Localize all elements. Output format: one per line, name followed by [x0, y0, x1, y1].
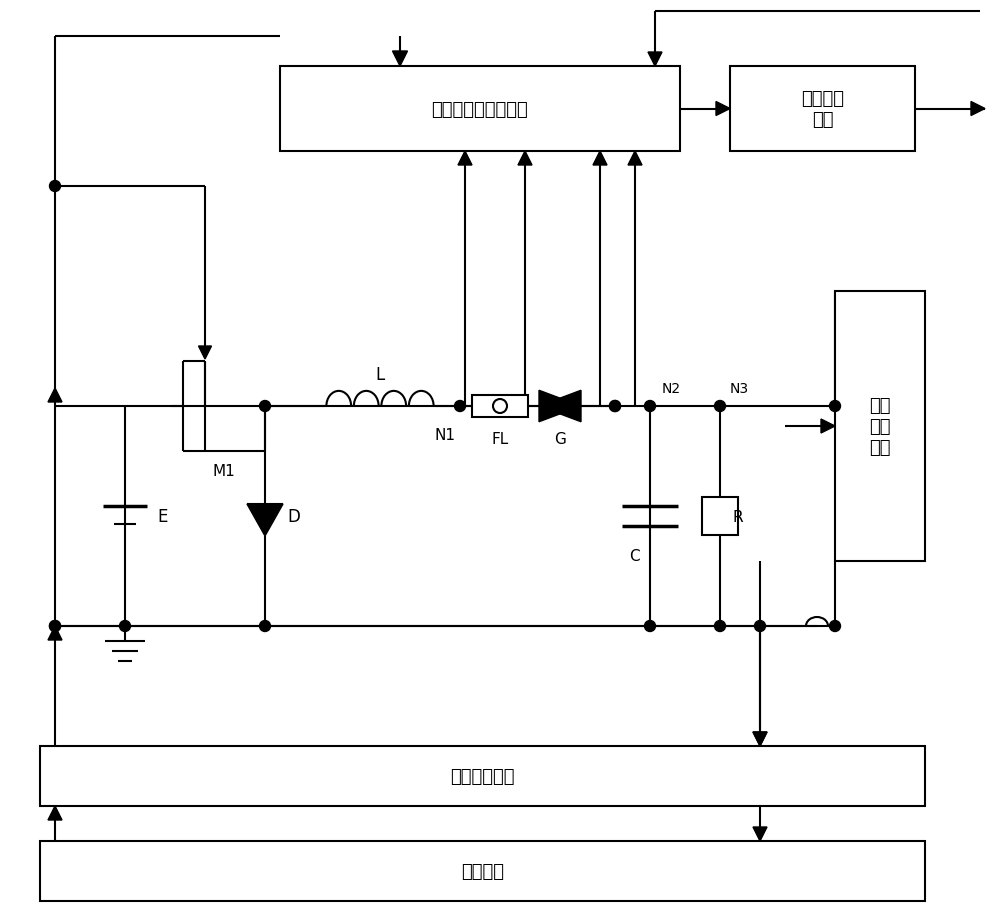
Polygon shape: [48, 806, 62, 820]
Polygon shape: [753, 732, 767, 746]
Polygon shape: [648, 53, 662, 67]
Polygon shape: [539, 391, 581, 423]
Text: 火花放电恒功率电路: 火花放电恒功率电路: [432, 100, 528, 118]
Text: G: G: [554, 431, 566, 446]
Text: M1: M1: [213, 464, 236, 479]
Circle shape: [714, 401, 726, 412]
Circle shape: [260, 620, 270, 632]
Text: D: D: [287, 507, 300, 526]
Polygon shape: [593, 152, 607, 166]
Circle shape: [610, 401, 620, 412]
Text: FL: FL: [491, 431, 509, 446]
Circle shape: [644, 620, 656, 632]
Text: N2: N2: [662, 382, 681, 395]
Circle shape: [755, 620, 766, 632]
Circle shape: [610, 401, 620, 412]
Bar: [40, 841, 925, 901]
Polygon shape: [392, 52, 408, 67]
Polygon shape: [247, 505, 283, 537]
Bar: [280, 67, 680, 152]
Text: L: L: [375, 365, 385, 384]
Circle shape: [260, 401, 270, 412]
Polygon shape: [48, 627, 62, 640]
Polygon shape: [753, 827, 767, 841]
Circle shape: [644, 401, 656, 412]
Circle shape: [454, 401, 466, 412]
Circle shape: [50, 620, 61, 632]
Text: 控制电路: 控制电路: [461, 862, 504, 880]
Circle shape: [830, 620, 840, 632]
Polygon shape: [518, 152, 532, 166]
Polygon shape: [821, 420, 835, 434]
Polygon shape: [539, 391, 581, 423]
Text: C: C: [629, 549, 640, 564]
Polygon shape: [628, 152, 642, 166]
Polygon shape: [48, 389, 62, 403]
Text: E: E: [158, 507, 168, 526]
Text: 起弧触发
电路: 起弧触发 电路: [801, 90, 844, 128]
Bar: [472, 395, 528, 417]
Text: N3: N3: [730, 382, 749, 395]
Circle shape: [714, 620, 726, 632]
Polygon shape: [971, 102, 985, 117]
Bar: [730, 67, 915, 152]
Polygon shape: [458, 152, 472, 166]
Text: R: R: [732, 509, 743, 524]
Circle shape: [50, 620, 61, 632]
Bar: [40, 746, 925, 806]
Circle shape: [830, 401, 840, 412]
Bar: [702, 497, 738, 536]
Polygon shape: [753, 732, 767, 746]
Bar: [835, 292, 925, 561]
Text: N1: N1: [434, 427, 455, 442]
Text: 控制封锁电路: 控制封锁电路: [450, 767, 515, 785]
Polygon shape: [198, 346, 211, 360]
Circle shape: [120, 620, 130, 632]
Circle shape: [50, 181, 61, 192]
Polygon shape: [716, 102, 730, 117]
Text: 输出
封锁
电路: 输出 封锁 电路: [869, 397, 891, 456]
